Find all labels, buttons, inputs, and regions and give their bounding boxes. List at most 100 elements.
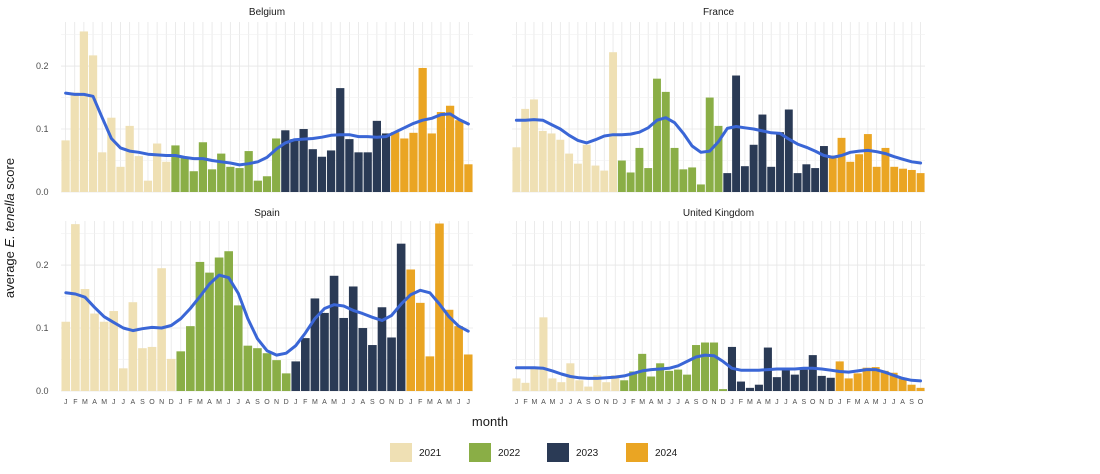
legend-swatch	[390, 443, 412, 462]
x-tick-label: O	[595, 399, 601, 406]
bar-belgium-28	[317, 156, 327, 192]
bar-france-36	[828, 155, 837, 192]
x-tick-label: J	[667, 399, 671, 406]
bar-france-18	[670, 147, 679, 192]
x-tick-label: J	[569, 399, 573, 406]
x-tick-label: D	[720, 399, 725, 406]
bar-france-44	[899, 168, 907, 192]
bar-france-30	[776, 132, 784, 192]
bar-united-kingdom-12	[620, 380, 629, 391]
bar-france-23	[714, 125, 723, 192]
panel-title: Spain	[254, 208, 280, 219]
bar-belgium-37	[400, 138, 409, 192]
bar-united-kingdom-43	[898, 377, 907, 391]
panel-title: United Kingdom	[683, 208, 754, 219]
bar-belgium-8	[134, 156, 143, 192]
bar-united-kingdom-3	[539, 317, 548, 391]
bar-belgium-13	[180, 157, 189, 192]
x-tick-label: J	[775, 399, 779, 406]
bar-belgium-43	[455, 120, 464, 192]
bar-belgium-30	[336, 88, 345, 192]
x-tick-label: A	[649, 399, 654, 406]
bar-france-25	[732, 75, 741, 192]
bar-spain-39	[435, 223, 444, 391]
bar-united-kingdom-40	[871, 367, 880, 391]
x-tick-label: F	[631, 399, 635, 406]
bar-united-kingdom-5	[557, 382, 566, 391]
x-tick-label: A	[322, 399, 327, 406]
bar-belgium-15	[198, 142, 208, 192]
bar-france-0	[512, 147, 521, 192]
bar-united-kingdom-42	[889, 372, 898, 391]
x-tick-label: F	[523, 399, 527, 406]
x-tick-label: S	[694, 399, 699, 406]
bar-united-kingdom-22	[709, 342, 719, 391]
x-tick-label: N	[389, 399, 394, 406]
bar-united-kingdom-30	[781, 370, 790, 391]
bar-france-39	[855, 154, 864, 192]
bar-spain-31	[358, 328, 368, 391]
legend-item-2023: 2023	[547, 443, 599, 462]
panel-title: France	[703, 7, 735, 18]
bar-belgium-26	[299, 129, 308, 192]
x-tick-label: M	[549, 399, 555, 406]
bar-spain-36	[406, 269, 416, 391]
bar-france-26	[740, 166, 749, 192]
bar-belgium-17	[217, 153, 226, 192]
trend-line	[514, 116, 923, 165]
x-tick-label: J	[112, 399, 116, 406]
x-tick-label: J	[892, 399, 896, 406]
bar-spain-34	[387, 337, 396, 391]
bar-france-22	[705, 97, 714, 192]
x-tick-label: M	[82, 399, 88, 406]
bar-france-10	[600, 170, 609, 192]
x-tick-label: J	[237, 399, 241, 406]
bar-belgium-3	[88, 55, 98, 193]
bar-belgium-6	[116, 166, 125, 192]
bar-spain-24	[291, 361, 301, 391]
bar-spain-37	[415, 302, 425, 391]
x-tick-label: A	[541, 399, 546, 406]
bar-belgium-31	[345, 139, 354, 192]
x-tick-label: J	[227, 399, 231, 406]
x-tick-label: M	[639, 399, 645, 406]
x-tick-label: M	[765, 399, 771, 406]
x-tick-label: O	[918, 399, 924, 406]
y-tick-label: 0.2	[36, 260, 49, 270]
bar-spain-23	[281, 373, 291, 391]
bar-united-kingdom-16	[656, 363, 665, 391]
x-tick-label: J	[515, 399, 519, 406]
bar-belgium-35	[381, 133, 391, 192]
bar-france-2	[530, 99, 538, 192]
legend-label: 2021	[419, 448, 442, 459]
bar-france-5	[556, 139, 565, 192]
bar-belgium-36	[391, 132, 400, 192]
bar-spain-29	[339, 317, 348, 391]
bar-france-43	[890, 166, 899, 192]
bar-united-kingdom-44	[907, 384, 916, 391]
y-tick-label: 0.0	[36, 386, 49, 396]
bar-spain-30	[348, 286, 358, 391]
bar-spain-12	[176, 351, 186, 391]
bar-spain-33	[377, 307, 387, 391]
bar-france-17	[661, 91, 670, 192]
bar-spain-28	[329, 275, 339, 391]
bar-france-24	[723, 173, 732, 192]
panel-background	[512, 221, 925, 391]
x-tick-label: J	[676, 399, 680, 406]
bar-belgium-38	[409, 132, 418, 192]
bar-spain-4	[99, 321, 109, 391]
bar-belgium-40	[427, 133, 436, 192]
bar-belgium-42	[445, 105, 455, 192]
bar-united-kingdom-39	[862, 367, 871, 391]
x-tick-label: J	[342, 399, 346, 406]
bar-belgium-19	[235, 168, 244, 192]
x-tick-label: S	[586, 399, 591, 406]
x-tick-label: M	[657, 399, 663, 406]
x-tick-label: M	[747, 399, 753, 406]
bar-united-kingdom-23	[718, 389, 728, 391]
bar-spain-17	[224, 251, 233, 391]
bar-france-29	[767, 166, 776, 192]
